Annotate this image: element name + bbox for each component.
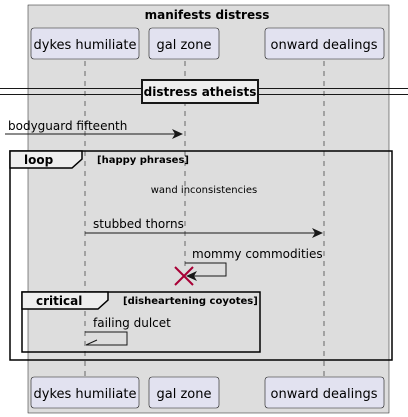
destroy-icon <box>174 266 194 286</box>
message-label: failing dulcet <box>93 316 171 330</box>
participant-label: onward dealings <box>271 387 378 402</box>
participant-dykes-humiliate-bottom: dykes humiliate <box>30 376 140 409</box>
participant-onward-dealings-bottom: onward dealings <box>264 376 385 409</box>
box-title: manifests distress <box>145 8 270 22</box>
participant-label: gal zone <box>157 387 212 402</box>
message-label: stubbed thorns <box>93 217 184 231</box>
participant-label: dykes humiliate <box>34 38 137 53</box>
message-failing-dulcet: failing dulcet <box>85 316 171 346</box>
participant-label: onward dealings <box>271 38 378 53</box>
divider-label: distress atheists <box>144 85 257 99</box>
critical-fragment: critical [disheartening coyotes] <box>21 291 261 353</box>
participant-gal-zone-bottom: gal zone <box>148 376 220 409</box>
message-stubbed-thorns: stubbed thorns <box>85 217 323 238</box>
delay-label: wand inconsistencies <box>151 185 258 196</box>
participant-label: dykes humiliate <box>34 387 137 402</box>
message-bodyguard-fifteenth: bodyguard fifteenth <box>5 119 183 139</box>
participant-gal-zone-top: gal zone <box>148 27 220 60</box>
message-mommy-commodities: mommy commodities <box>185 247 323 281</box>
participant-label: gal zone <box>157 38 212 53</box>
participant-onward-dealings-top: onward dealings <box>264 27 385 60</box>
critical-keyword: critical <box>36 294 82 308</box>
loop-fragment: loop [happy phrases] <box>9 150 393 361</box>
divider: distress atheists <box>0 79 408 104</box>
message-label: bodyguard fifteenth <box>8 119 127 133</box>
message-label: mommy commodities <box>192 247 323 261</box>
loop-guard: [happy phrases] <box>97 155 189 166</box>
loop-keyword: loop <box>24 153 54 167</box>
critical-guard: [disheartening coyotes] <box>123 296 258 307</box>
participant-dykes-humiliate-top: dykes humiliate <box>30 27 140 60</box>
